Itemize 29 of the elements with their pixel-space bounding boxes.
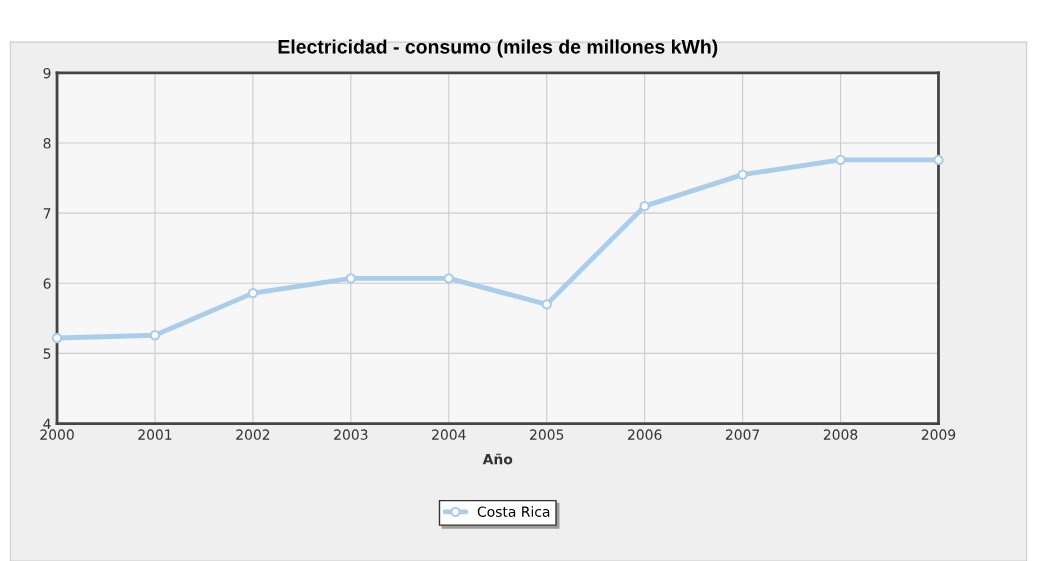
y-tick-label: 4: [43, 418, 51, 429]
x-tick-label: 2002: [236, 429, 270, 440]
x-tick-label: 2001: [138, 429, 172, 440]
y-tick-label: 9: [43, 67, 51, 79]
point: [149, 329, 161, 341]
x-tick-label: 2004: [432, 429, 466, 440]
point: [51, 332, 63, 344]
legend-label: Costa Rica: [477, 506, 550, 517]
x-tick-label: 2009: [921, 429, 956, 440]
y-tick-label: 8: [43, 138, 51, 149]
point: [247, 287, 259, 299]
point: [345, 273, 357, 284]
chart-title: Electricidad - consumo (miles de millones kWh): [278, 39, 718, 58]
x-tick-label: 2000: [40, 429, 74, 440]
y-tick-label: 7: [43, 208, 51, 219]
x-axis-title: Año: [482, 453, 513, 465]
y-tick-label: 6: [43, 278, 51, 289]
y-tick-label: 5: [43, 348, 51, 359]
point: [933, 154, 944, 166]
x-tick-label: 2007: [725, 429, 760, 440]
point: [737, 169, 748, 180]
point: [835, 154, 846, 166]
x-tick-label: 2005: [530, 429, 564, 440]
point: [639, 200, 650, 212]
x-tick-label: 2006: [628, 429, 662, 440]
x-tick-label: 2008: [823, 429, 858, 440]
x-tick-label: 2003: [334, 429, 368, 440]
point: [541, 299, 552, 310]
point: [443, 273, 454, 284]
